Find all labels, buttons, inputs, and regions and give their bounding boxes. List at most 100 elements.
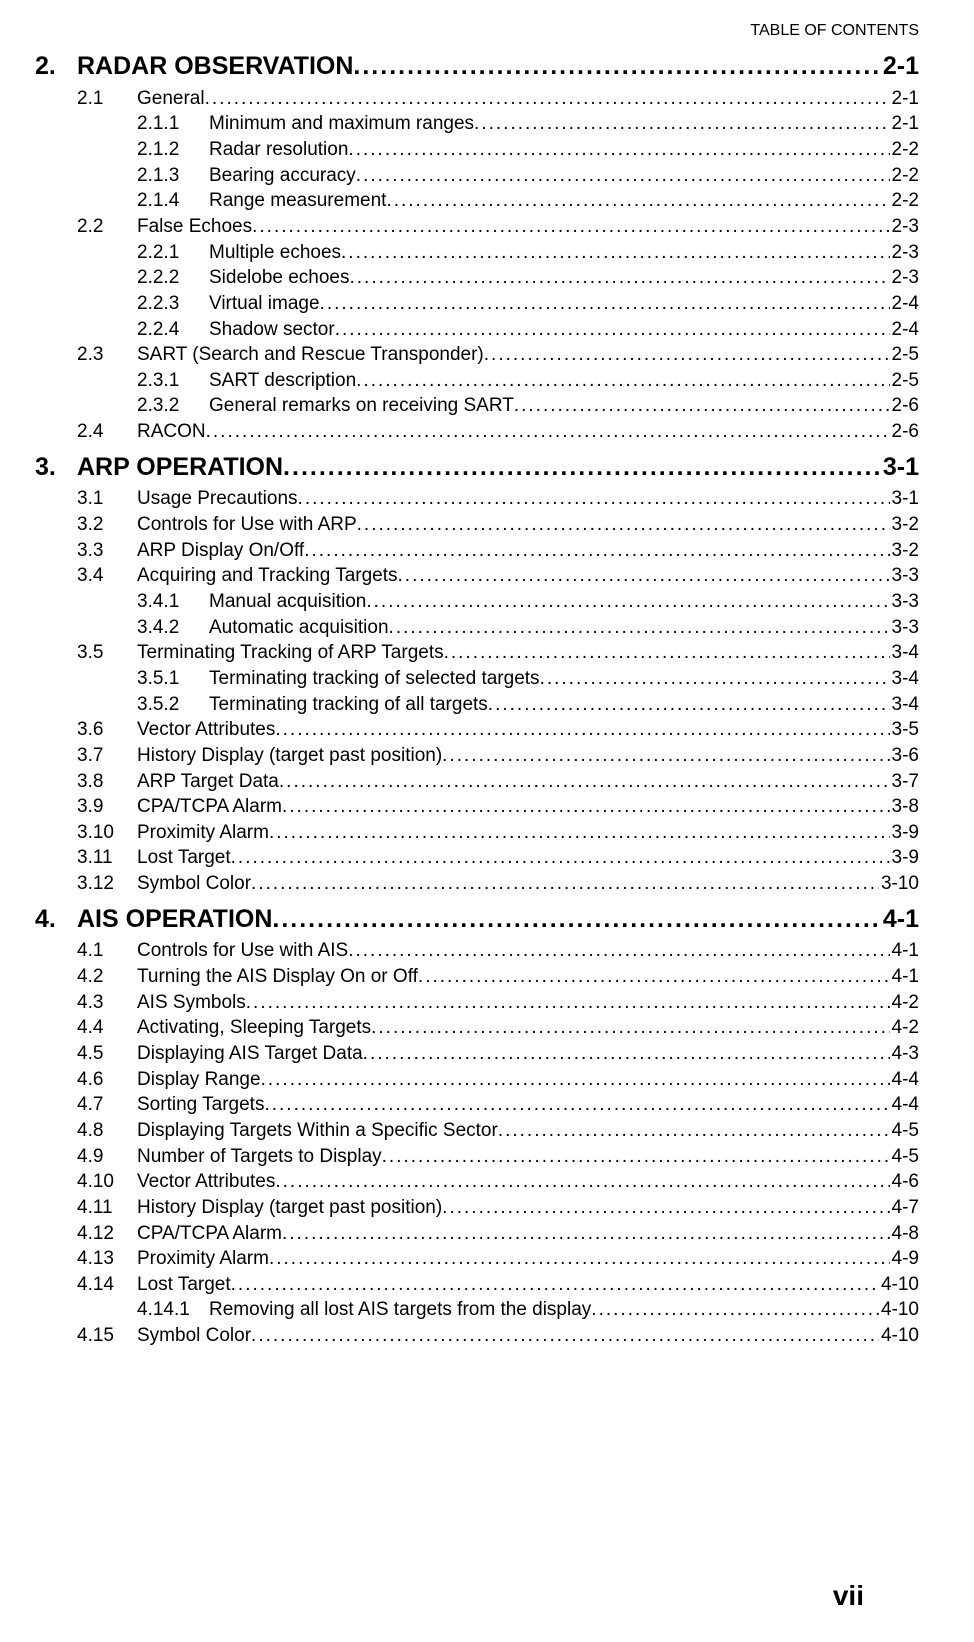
toc-entry-title: Symbol Color <box>137 1323 251 1349</box>
toc-leader <box>335 317 890 343</box>
toc-leader <box>252 214 889 240</box>
toc-entry-page: 3-1 <box>881 451 919 485</box>
toc-entry: 4.5Displaying AIS Target Data 4-3 <box>77 1041 919 1067</box>
toc-entry-page: 4-6 <box>890 1169 919 1195</box>
toc-entry-number: 3. <box>35 451 77 485</box>
toc-entry-number: 3.11 <box>77 845 137 871</box>
toc-entry-page: 3-2 <box>890 512 919 538</box>
toc-entry-title: Number of Targets to Display <box>137 1144 382 1170</box>
toc-entry-title: Display Range <box>137 1067 261 1093</box>
toc-entry-page: 2-4 <box>890 317 919 343</box>
toc-entry-title: Displaying Targets Within a Specific Sec… <box>137 1118 498 1144</box>
toc-entry-number: 4.7 <box>77 1092 137 1118</box>
toc-leader <box>484 342 890 368</box>
toc-entry-number: 3.5.2 <box>137 692 209 718</box>
toc-entry-page: 2-3 <box>890 240 919 266</box>
toc-leader <box>386 188 889 214</box>
toc-entry: 4.3AIS Symbols 4-2 <box>77 990 919 1016</box>
toc-entry: 2.3.2General remarks on receiving SART 2… <box>137 393 919 419</box>
toc-entry: 2.2.3Virtual image 2-4 <box>137 291 919 317</box>
toc-leader <box>356 368 889 394</box>
toc-leader <box>246 990 890 1016</box>
toc-leader <box>382 1144 890 1170</box>
toc-entry-number: 4.12 <box>77 1221 137 1247</box>
toc-entry: 3.1Usage Precautions 3-1 <box>77 486 919 512</box>
toc-entry-page: 4-10 <box>879 1272 919 1298</box>
toc-entry: 2.1.4Range measurement 2-2 <box>137 188 919 214</box>
toc-entry-title: Usage Precautions <box>137 486 298 512</box>
toc-entry-page: 3-5 <box>890 717 919 743</box>
toc-leader <box>442 1195 889 1221</box>
toc-entry-title: Radar resolution <box>209 137 348 163</box>
toc-entry-title: SART (Search and Rescue Transponder) <box>137 342 484 368</box>
toc-leader <box>205 86 890 112</box>
toc-entry-page: 3-3 <box>890 563 919 589</box>
toc-leader <box>231 845 890 871</box>
toc-entry-page: 2-2 <box>890 163 919 189</box>
toc-entry-title: Automatic acquisition <box>209 615 389 641</box>
toc-entry: 3.3ARP Display On/Off3-2 <box>77 538 919 564</box>
toc-entry-page: 4-2 <box>890 990 919 1016</box>
toc-entry-page: 4-5 <box>890 1144 919 1170</box>
toc-entry-page: 4-5 <box>890 1118 919 1144</box>
toc-leader <box>366 589 889 615</box>
toc-entry-page: 4-3 <box>890 1041 919 1067</box>
toc-entry: 4.2Turning the AIS Display On or Off 4-1 <box>77 964 919 990</box>
toc-entry-page: 2-6 <box>890 419 919 445</box>
toc-entry-title: Shadow sector <box>209 317 335 343</box>
toc-leader <box>356 163 890 189</box>
toc-entry-number: 3.5 <box>77 640 137 666</box>
toc-entry: 3.10Proximity Alarm 3-9 <box>77 820 919 846</box>
toc-entry-number: 4.6 <box>77 1067 137 1093</box>
toc-entry-title: Acquiring and Tracking Targets <box>137 563 398 589</box>
toc-leader <box>264 1092 889 1118</box>
toc-entry-page: 4-4 <box>890 1092 919 1118</box>
toc-entry-page: 3-3 <box>890 589 919 615</box>
toc-entry-number: 3.3 <box>77 538 137 564</box>
toc-entry-title: General <box>137 86 205 112</box>
toc-entry: 2.1.2Radar resolution 2-2 <box>137 137 919 163</box>
toc-container: 2.RADAR OBSERVATION2-12.1General2-12.1.1… <box>35 50 919 1349</box>
toc-entry-number: 4. <box>35 903 77 937</box>
toc-leader <box>540 666 890 692</box>
toc-leader <box>269 820 890 846</box>
toc-leader <box>282 1221 890 1247</box>
toc-entry-number: 3.9 <box>77 794 137 820</box>
toc-entry-number: 3.12 <box>77 871 137 897</box>
toc-entry-title: Turning the AIS Display On or Off <box>137 964 418 990</box>
toc-entry: 4.10Vector Attributes 4-6 <box>77 1169 919 1195</box>
toc-entry-page: 3-1 <box>890 486 919 512</box>
toc-leader <box>269 1246 890 1272</box>
toc-entry-page: 3-3 <box>890 615 919 641</box>
toc-leader <box>348 137 889 163</box>
toc-leader <box>498 1118 890 1144</box>
toc-entry-title: AIS OPERATION <box>77 903 272 937</box>
toc-entry-number: 4.2 <box>77 964 137 990</box>
toc-entry: 4.14Lost Target 4-10 <box>77 1272 919 1298</box>
toc-entry-number: 3.5.1 <box>137 666 209 692</box>
toc-entry: 4.8Displaying Targets Within a Specific … <box>77 1118 919 1144</box>
toc-entry-page: 2-1 <box>890 111 919 137</box>
toc-entry-number: 2.2.4 <box>137 317 209 343</box>
toc-entry-page: 2-4 <box>890 291 919 317</box>
toc-entry-page: 2-5 <box>890 368 919 394</box>
toc-entry-number: 2.2.3 <box>137 291 209 317</box>
toc-entry-number: 2.3.1 <box>137 368 209 394</box>
toc-entry: 3.ARP OPERATION 3-1 <box>35 451 919 485</box>
toc-entry-page: 2-2 <box>890 137 919 163</box>
toc-entry-number: 2.2.2 <box>137 265 209 291</box>
toc-entry-number: 2.1 <box>77 86 137 112</box>
toc-entry-page: 2-1 <box>890 86 919 112</box>
toc-entry-title: Proximity Alarm <box>137 820 269 846</box>
toc-entry-page: 2-6 <box>890 393 919 419</box>
toc-leader <box>353 50 880 84</box>
toc-entry-page: 4-10 <box>879 1323 919 1349</box>
toc-entry-title: Controls for Use with AIS <box>137 938 348 964</box>
toc-entry-title: History Display (target past position) <box>137 1195 442 1221</box>
toc-leader <box>283 451 881 485</box>
toc-entry-number: 3.7 <box>77 743 137 769</box>
toc-entry-title: AIS Symbols <box>137 990 246 1016</box>
toc-entry-number: 2.1.2 <box>137 137 209 163</box>
toc-entry-page: 4-9 <box>890 1246 919 1272</box>
toc-leader <box>348 938 889 964</box>
